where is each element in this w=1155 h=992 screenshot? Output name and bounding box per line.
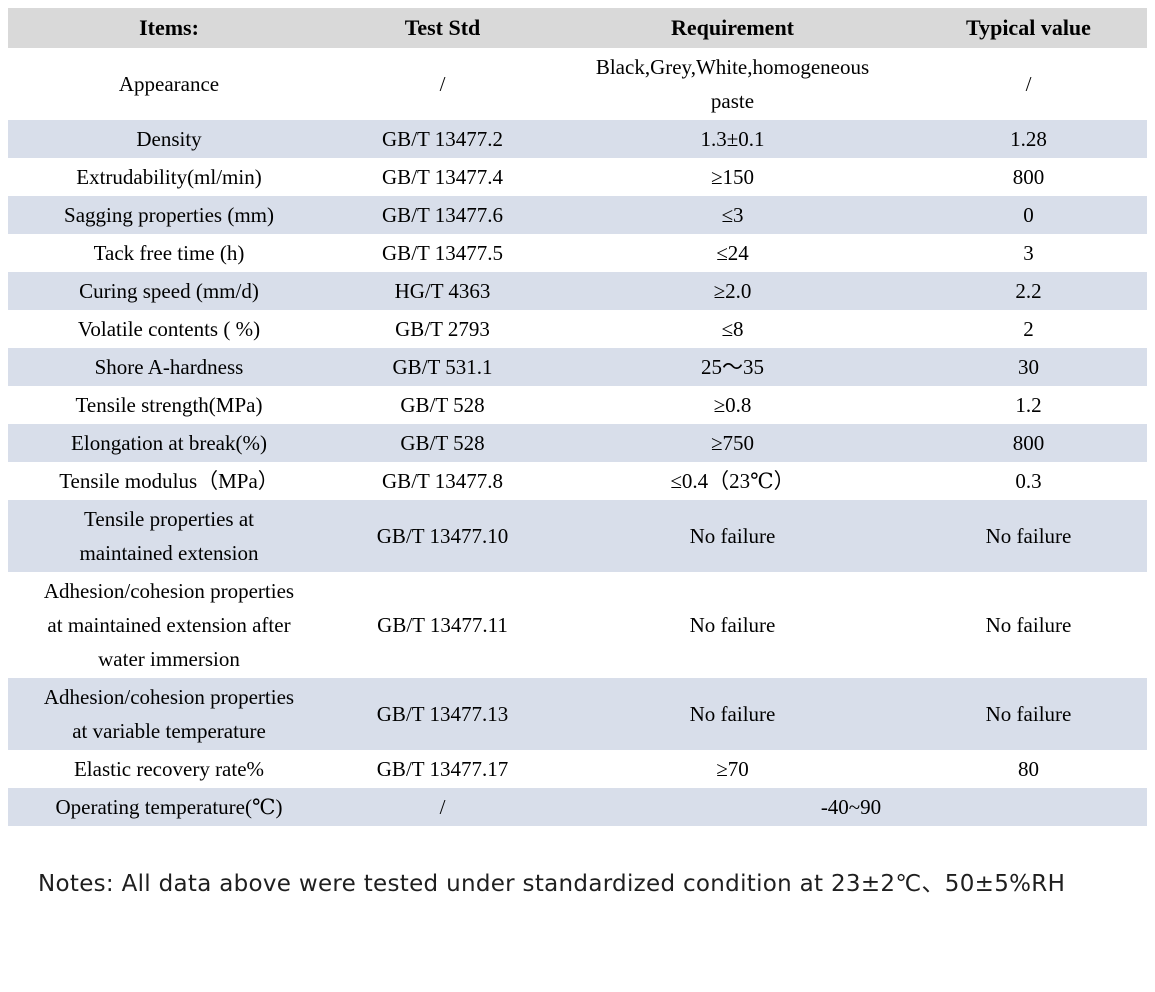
req-cell: ≥150 [710, 165, 755, 189]
typ-cell: No failure [910, 500, 1147, 572]
header-typical-value: Typical value [910, 8, 1147, 48]
item-cell: Adhesion/cohesion properties at variable… [8, 678, 330, 750]
item-cell: Appearance [118, 72, 220, 96]
std-cell: GB/T 13477.4 [382, 165, 503, 189]
table-header: Items: Test Std Requirement Typical valu… [8, 8, 1147, 48]
typ-cell: No failure [985, 613, 1072, 637]
typ-cell: 1.2 [1015, 393, 1042, 417]
typ-cell: 2 [1023, 317, 1034, 341]
table-row-volatile-contents: Volatile contents ( %) GB/T 2793 ≤8 2 [8, 310, 1147, 348]
item-cell: Elastic recovery rate% [73, 757, 265, 781]
std-cell: GB/T 13477.6 [330, 196, 555, 234]
item-cell: Volatile contents ( %) [77, 317, 261, 341]
std-cell: GB/T 13477.8 [382, 469, 503, 493]
req-cell: No failure [689, 613, 776, 637]
req-cell: ≥750 [555, 424, 910, 462]
item-cell: Adhesion/cohesion properties at maintain… [43, 579, 295, 671]
std-cell: GB/T 13477.11 [377, 613, 508, 637]
item-cell: Curing speed (mm/d) [8, 272, 330, 310]
table-row-tensile-modulus: Tensile modulus（MPa） GB/T 13477.8 ≤0.4（2… [8, 462, 1147, 500]
table-row-tensile-strength: Tensile strength(MPa) GB/T 528 ≥0.8 1.2 [8, 386, 1147, 424]
req-cell: ≤0.4（23℃） [670, 469, 795, 493]
std-cell: GB/T 13477.5 [382, 241, 503, 265]
std-cell: HG/T 4363 [330, 272, 555, 310]
item-cell: Extrudability(ml/min) [76, 165, 262, 189]
item-cell: Elongation at break(%) [8, 424, 330, 462]
req-cell: ≤24 [716, 241, 749, 265]
req-cell: ≤8 [721, 317, 744, 341]
table-row-adhesion-variable-temperature: Adhesion/cohesion properties at variable… [8, 678, 1147, 750]
header-test-std: Test Std [330, 8, 555, 48]
req-merged-cell: -40~90 [555, 788, 1147, 826]
item-cell: Tensile strength(MPa) [75, 393, 263, 417]
req-cell: No failure [555, 500, 910, 572]
table-row-shore-hardness: Shore A-hardness GB/T 531.1 25～35 30 [8, 348, 1147, 386]
typ-cell: No failure [910, 678, 1147, 750]
table-row-tack-free-time: Tack free time (h) GB/T 13477.5 ≤24 3 [8, 234, 1147, 272]
req-cell: Black,Grey,White,homogeneous paste [595, 55, 870, 113]
header-requirement: Requirement [555, 8, 910, 48]
item-cell: Tensile modulus（MPa） [59, 469, 279, 493]
req-cell: ≥0.8 [713, 393, 752, 417]
typ-cell: 3 [1023, 241, 1034, 265]
typ-cell: 800 [1012, 165, 1045, 189]
table-row-tensile-properties: Tensile properties at maintained extensi… [8, 500, 1147, 572]
table-row-elongation: Elongation at break(%) GB/T 528 ≥750 800 [8, 424, 1147, 462]
std-cell: GB/T 528 [330, 424, 555, 462]
std-cell: GB/T 13477.17 [376, 757, 509, 781]
std-cell: GB/T 13477.13 [330, 678, 555, 750]
typ-cell: 800 [910, 424, 1147, 462]
table-row-density: Density GB/T 13477.2 1.3±0.1 1.28 [8, 120, 1147, 158]
item-cell: Sagging properties (mm) [8, 196, 330, 234]
item-cell: Tensile properties at maintained extensi… [8, 500, 330, 572]
table-row-sagging: Sagging properties (mm) GB/T 13477.6 ≤3 … [8, 196, 1147, 234]
header-row: Items: Test Std Requirement Typical valu… [8, 8, 1147, 48]
table-row-curing-speed: Curing speed (mm/d) HG/T 4363 ≥2.0 2.2 [8, 272, 1147, 310]
typ-cell: / [1025, 72, 1032, 96]
spec-table: Items: Test Std Requirement Typical valu… [8, 8, 1147, 826]
typ-cell: 1.28 [910, 120, 1147, 158]
header-items: Items: [8, 8, 330, 48]
req-cell: ≥70 [716, 757, 749, 781]
table-row-extrudability: Extrudability(ml/min) GB/T 13477.4 ≥150 … [8, 158, 1147, 196]
item-cell: Density [8, 120, 330, 158]
req-cell: No failure [555, 678, 910, 750]
table-row-operating-temperature: Operating temperature(℃) / -40~90 [8, 788, 1147, 826]
req-cell: ≥2.0 [555, 272, 910, 310]
std-cell: / [330, 788, 555, 826]
typ-cell: 30 [910, 348, 1147, 386]
req-cell: 25～35 [555, 348, 910, 386]
typ-cell: 80 [1018, 757, 1039, 781]
table-row-adhesion-water-immersion: Adhesion/cohesion properties at maintain… [8, 572, 1147, 678]
std-cell: / [439, 72, 446, 96]
std-cell: GB/T 13477.2 [330, 120, 555, 158]
std-cell: GB/T 13477.10 [330, 500, 555, 572]
table-row-appearance: Appearance / Black,Grey,White,homogeneou… [8, 48, 1147, 120]
std-cell: GB/T 531.1 [330, 348, 555, 386]
std-cell: GB/T 528 [400, 393, 485, 417]
req-cell: ≤3 [555, 196, 910, 234]
req-cell: 1.3±0.1 [555, 120, 910, 158]
typ-cell: 2.2 [910, 272, 1147, 310]
table-row-elastic-recovery: Elastic recovery rate% GB/T 13477.17 ≥70… [8, 750, 1147, 788]
typ-cell: 0 [910, 196, 1147, 234]
item-cell: Tack free time (h) [93, 241, 245, 265]
item-cell: Shore A-hardness [8, 348, 330, 386]
std-cell: GB/T 2793 [395, 317, 490, 341]
notes-text: Notes: All data above were tested under … [38, 871, 1066, 897]
table-body: Appearance / Black,Grey,White,homogeneou… [8, 48, 1147, 826]
typ-cell: 0.3 [1015, 469, 1042, 493]
item-cell: Operating temperature(℃) [8, 788, 330, 826]
